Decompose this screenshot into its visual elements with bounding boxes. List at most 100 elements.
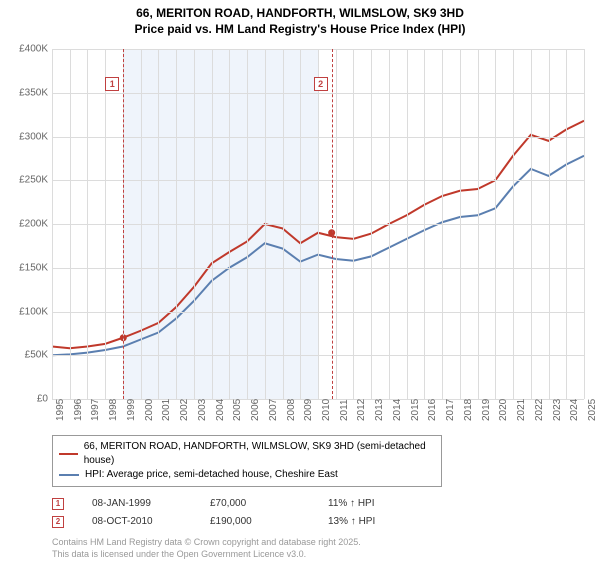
grid-line-v [531,49,532,399]
y-tick-label: £50K [25,350,48,361]
x-tick-label: 1998 [108,399,119,421]
x-tick-label: 2016 [427,399,438,421]
x-tick-label: 2018 [463,399,474,421]
marker-line [332,49,333,399]
chart-title: 66, MERITON ROAD, HANDFORTH, WILMSLOW, S… [8,6,592,37]
transaction-row: 2 08-OCT-2010 £190,000 13% ↑ HPI [52,513,592,531]
x-tick-label: 1999 [126,399,137,421]
y-tick-label: £200K [19,219,48,230]
transaction-delta: 11% ↑ HPI [328,495,418,513]
y-tick-label: £0 [37,394,48,405]
x-tick-label: 2021 [516,399,527,421]
y-tick-label: £250K [19,175,48,186]
x-tick-label: 1995 [55,399,66,421]
copyright-line-2: This data is licensed under the Open Gov… [52,549,592,561]
x-tick-label: 2007 [268,399,279,421]
chart-container: 66, MERITON ROAD, HANDFORTH, WILMSLOW, S… [0,0,600,560]
copyright-notice: Contains HM Land Registry data © Crown c… [52,537,592,560]
x-tick-label: 2009 [303,399,314,421]
grid-line-v [283,49,284,399]
grid-line-v [495,49,496,399]
x-tick-label: 1997 [90,399,101,421]
grid-line-v [141,49,142,399]
x-tick-label: 2023 [552,399,563,421]
grid-line-v [407,49,408,399]
copyright-line-1: Contains HM Land Registry data © Crown c… [52,537,592,549]
y-axis: £0£50K£100K£150K£200K£250K£300K£350K£400… [8,49,52,399]
x-tick-label: 2012 [356,399,367,421]
grid-line-v [549,49,550,399]
legend-swatch [59,474,79,476]
transaction-price: £190,000 [210,513,300,531]
x-tick-label: 2001 [161,399,172,421]
grid-line-v [158,49,159,399]
legend-label: 66, MERITON ROAD, HANDFORTH, WILMSLOW, S… [84,440,435,468]
grid-line-v [247,49,248,399]
grid-line-v [212,49,213,399]
grid-line-v [371,49,372,399]
y-tick-label: £400K [19,44,48,55]
grid-line-v [300,49,301,399]
x-tick-label: 2015 [410,399,421,421]
grid-line-v [389,49,390,399]
grid-line-v [336,49,337,399]
transaction-marker: 1 [52,498,64,510]
grid-line-v [87,49,88,399]
legend-row: HPI: Average price, semi-detached house,… [59,468,435,482]
x-tick-label: 2013 [374,399,385,421]
grid-line-v [460,49,461,399]
x-axis: 1995199619971998199920002001200220032004… [52,399,584,431]
x-tick-label: 2000 [144,399,155,421]
title-line-2: Price paid vs. HM Land Registry's House … [8,22,592,38]
grid-line-v [566,49,567,399]
grid-line-v [513,49,514,399]
transaction-marker: 2 [52,516,64,528]
grid-line-v [229,49,230,399]
grid-line-v [442,49,443,399]
x-tick-label: 2003 [197,399,208,421]
x-tick-label: 2017 [445,399,456,421]
y-tick-label: £300K [19,131,48,142]
transaction-date: 08-OCT-2010 [92,513,182,531]
grid-line-v [176,49,177,399]
marker-label: 2 [314,77,328,91]
legend-row: 66, MERITON ROAD, HANDFORTH, WILMSLOW, S… [59,440,435,468]
transaction-row: 1 08-JAN-1999 £70,000 11% ↑ HPI [52,495,592,513]
transaction-date: 08-JAN-1999 [92,495,182,513]
y-tick-label: £350K [19,87,48,98]
legend-swatch [59,453,78,455]
chart-area: £0£50K£100K£150K£200K£250K£300K£350K£400… [8,41,592,431]
x-tick-label: 2024 [569,399,580,421]
legend-label: HPI: Average price, semi-detached house,… [85,468,338,482]
grid-line-v [318,49,319,399]
grid-line-v [424,49,425,399]
grid-line-v [52,49,53,399]
x-tick-label: 2005 [232,399,243,421]
marker-line [123,49,124,399]
grid-line-v [70,49,71,399]
x-tick-label: 2025 [587,399,598,421]
transaction-delta: 13% ↑ HPI [328,513,418,531]
transaction-price: £70,000 [210,495,300,513]
x-tick-label: 2002 [179,399,190,421]
legend-box: 66, MERITON ROAD, HANDFORTH, WILMSLOW, S… [52,435,442,487]
grid-line-v [265,49,266,399]
x-tick-label: 2022 [534,399,545,421]
grid-line-v [105,49,106,399]
y-tick-label: £150K [19,262,48,273]
x-tick-label: 2010 [321,399,332,421]
x-tick-label: 2020 [498,399,509,421]
x-tick-label: 2008 [286,399,297,421]
x-tick-label: 2004 [215,399,226,421]
x-tick-label: 2014 [392,399,403,421]
x-tick-label: 2011 [339,400,350,422]
plot-area: 12 [52,49,584,399]
grid-line-v [584,49,585,399]
transactions-table: 1 08-JAN-1999 £70,000 11% ↑ HPI 2 08-OCT-2010… [52,495,592,531]
x-tick-label: 2006 [250,399,261,421]
title-line-1: 66, MERITON ROAD, HANDFORTH, WILMSLOW, S… [8,6,592,22]
grid-line-v [353,49,354,399]
grid-line-v [478,49,479,399]
grid-line-v [194,49,195,399]
x-tick-label: 2019 [481,399,492,421]
